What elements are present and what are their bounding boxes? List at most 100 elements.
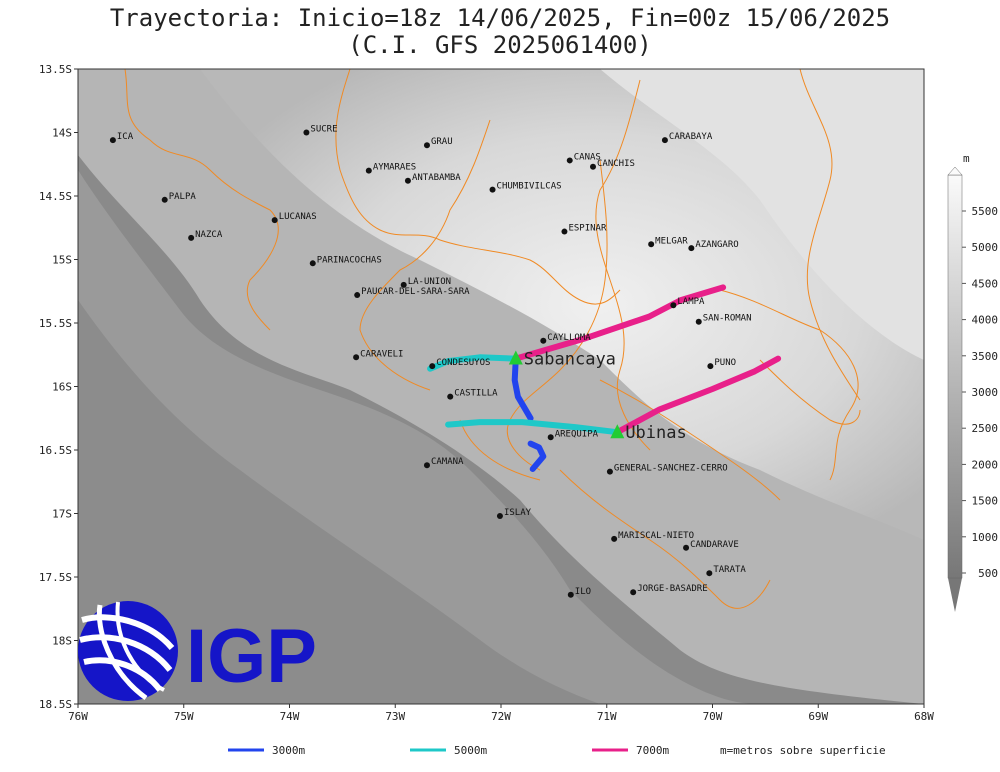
map-title-line2: (C.I. GFS 2025061400) <box>348 31 652 59</box>
city-label: CANDARAVE <box>690 540 739 550</box>
colorbar-unit: m <box>963 152 970 165</box>
city-label: MELGAR <box>655 236 688 246</box>
city-label: MARISCAL-NIETO <box>618 531 694 541</box>
city-marker <box>670 302 677 309</box>
city-label: CANAS <box>574 152 601 162</box>
city-marker <box>606 468 613 475</box>
city-label: AYMARAES <box>373 163 416 173</box>
city-marker <box>561 228 568 235</box>
city-label: ANTABAMBA <box>412 173 461 183</box>
legend-note: m=metros sobre superficie <box>720 744 886 757</box>
y-tick-label: 13.5S <box>39 63 72 76</box>
city-label: PAUCAR-DEL-SARA-SARA <box>361 287 470 297</box>
x-tick-label: 71W <box>597 710 617 723</box>
city-label: LAMPA <box>677 297 705 307</box>
city-label: SUCRE <box>310 125 337 135</box>
trajectory-7000m-1 <box>614 355 782 436</box>
y-tick-label: 14.5S <box>39 190 72 203</box>
city-label: ESPINAR <box>568 224 607 234</box>
city-marker <box>706 570 713 577</box>
city-label: CONDESUYOS <box>436 358 490 368</box>
legend-label: 7000m <box>636 744 669 757</box>
x-tick-label: 74W <box>280 710 300 723</box>
colorbar-label: 5000 <box>972 241 999 254</box>
city-label: PARINACOCHAS <box>317 255 382 265</box>
city-label: CASTILLA <box>454 389 498 399</box>
x-tick-label: 75W <box>174 710 194 723</box>
city-marker <box>540 337 547 344</box>
city-marker <box>661 137 668 144</box>
colorbar-label: 1500 <box>972 495 999 508</box>
city-marker <box>161 196 168 203</box>
city-label: ILO <box>575 587 591 597</box>
city-marker <box>309 260 316 267</box>
trajectory-5000m-0 <box>427 354 519 372</box>
igp-globe-icon <box>78 601 178 701</box>
trajectory-legend: 3000m 5000m 7000m m=metros sobre superficie <box>228 744 886 757</box>
city-marker <box>400 281 407 288</box>
x-tick-label: 69W <box>808 710 828 723</box>
y-tick-label: 17.5S <box>39 571 72 584</box>
y-tick-label: 15S <box>52 254 72 267</box>
city-marker <box>447 393 454 400</box>
city-marker <box>354 292 361 299</box>
city-marker <box>423 142 430 149</box>
city-label: PALPA <box>169 192 197 202</box>
city-label: ICA <box>117 132 134 142</box>
legend-label: 5000m <box>454 744 487 757</box>
region-borders <box>124 69 861 609</box>
volcanoes-layer: Sabancaya Ubinas <box>508 350 687 443</box>
x-tick-label: 70W <box>703 710 723 723</box>
elevation-colorbar: m 500 1000 1500 2000 2500 3000 3500 4000 4500 500… <box>947 152 999 612</box>
city-label: CAYLLOMA <box>547 333 591 343</box>
city-marker <box>566 157 573 164</box>
city-marker <box>683 544 690 551</box>
x-tick-label: 72W <box>491 710 511 723</box>
city-marker <box>695 318 702 325</box>
city-label: GRAU <box>431 137 453 147</box>
y-tick-label: 18.5S <box>39 698 72 711</box>
city-marker <box>353 354 360 361</box>
colorbar-label: 500 <box>978 567 998 580</box>
city-marker <box>109 137 116 144</box>
y-tick-label: 15.5S <box>39 317 72 330</box>
city-label: GENERAL-SANCHEZ-CERRO <box>614 464 728 474</box>
volcano-label: Ubinas <box>625 423 686 443</box>
igp-logo-text: IGP <box>186 614 317 699</box>
colorbar-label: 2000 <box>972 458 999 471</box>
colorbar-label: 3500 <box>972 350 999 363</box>
city-marker <box>423 462 430 469</box>
legend-label: 3000m <box>272 744 305 757</box>
city-label: JORGE-BASADRE <box>637 584 707 594</box>
city-marker <box>688 245 695 252</box>
x-axis-ticks: 76W 75W 74W 73W 72W 71W 70W 69W 68W <box>68 704 934 723</box>
trajectory-3000m-0 <box>511 355 534 422</box>
y-axis-ticks: 13.5S 14S 14.5S 15S 15.5S 16S 16.5S 17S 17.5S 18S… <box>39 63 78 711</box>
x-tick-label: 76W <box>68 710 88 723</box>
colorbar-label: 4000 <box>972 314 999 327</box>
terrain-background <box>78 69 924 704</box>
colorbar-label: 5500 <box>972 205 999 218</box>
city-marker <box>489 186 496 193</box>
city-label: PUNO <box>714 358 736 368</box>
city-label: AZANGARO <box>695 240 738 250</box>
trajectory-3000m-1 <box>527 440 547 472</box>
city-marker <box>630 589 637 596</box>
city-marker <box>611 535 618 542</box>
city-marker <box>590 163 597 170</box>
y-tick-label: 17S <box>52 508 72 521</box>
city-label: CANCHIS <box>597 159 635 169</box>
city-marker <box>188 234 195 241</box>
city-marker <box>404 177 411 184</box>
volcano-marker <box>508 350 523 365</box>
city-marker <box>567 591 574 598</box>
trajectories-layer <box>427 284 782 472</box>
x-tick-label: 68W <box>914 710 934 723</box>
city-label: CARABAYA <box>669 132 713 142</box>
city-label: TARATA <box>713 565 746 575</box>
city-label: NAZCA <box>195 230 223 240</box>
city-label: SAN-ROMAN <box>703 314 752 324</box>
colorbar-label: 2500 <box>972 422 999 435</box>
